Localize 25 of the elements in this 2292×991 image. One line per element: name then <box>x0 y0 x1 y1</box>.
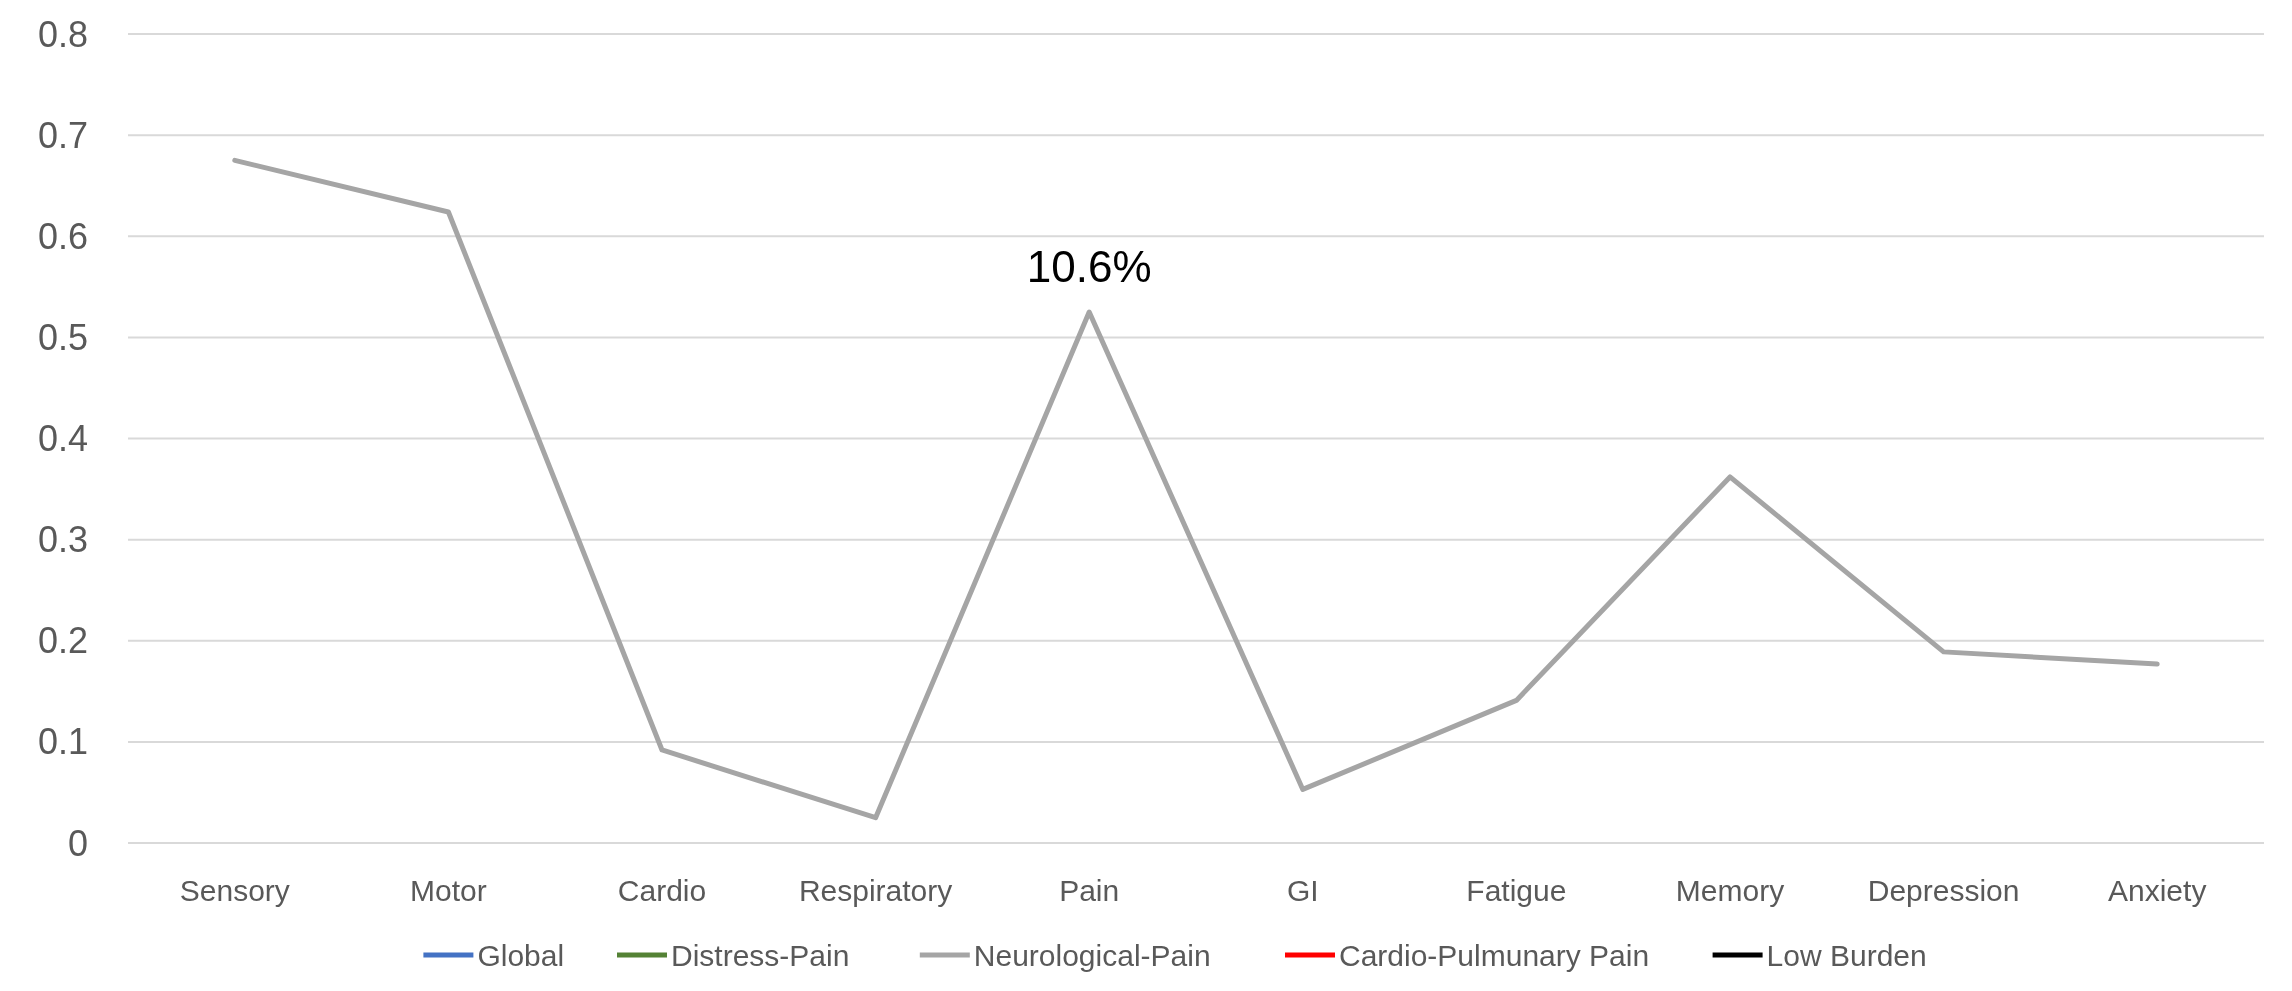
y-tick-label: 0 <box>67 822 88 864</box>
legend-label: Cardio-Pulmunary Pain <box>1339 938 1650 972</box>
y-tick-label: 0.7 <box>37 114 88 156</box>
legend-label: Low Burden <box>1766 938 1927 972</box>
annotation: 10.6% <box>1026 242 1152 292</box>
x-tick-label: Motor <box>410 874 487 907</box>
x-tick-label: Pain <box>1059 874 1120 907</box>
y-tick-label: 0.3 <box>37 519 88 561</box>
x-tick-label: GI <box>1286 874 1319 907</box>
x-tick-label: Anxiety <box>2108 874 2207 907</box>
legend-label: Global <box>477 938 565 972</box>
legend-label: Distress-Pain <box>671 938 850 972</box>
x-tick-label: Memory <box>1675 874 1785 907</box>
y-tick-label: 0.2 <box>37 620 88 662</box>
x-tick-label: Sensory <box>179 874 290 907</box>
x-tick-label: Depression <box>1867 874 2020 907</box>
y-tick-label: 0.4 <box>37 418 88 460</box>
y-tick-label: 0.8 <box>37 13 88 55</box>
y-tick-label: 0.5 <box>37 316 88 358</box>
x-tick-label: Fatigue <box>1466 874 1567 907</box>
y-tick-label: 0.1 <box>37 721 88 763</box>
x-tick-label: Cardio <box>617 874 707 907</box>
legend-label: Neurological-Pain <box>973 938 1211 972</box>
y-tick-label: 0.6 <box>37 215 88 257</box>
x-tick-label: Respiratory <box>798 874 953 907</box>
